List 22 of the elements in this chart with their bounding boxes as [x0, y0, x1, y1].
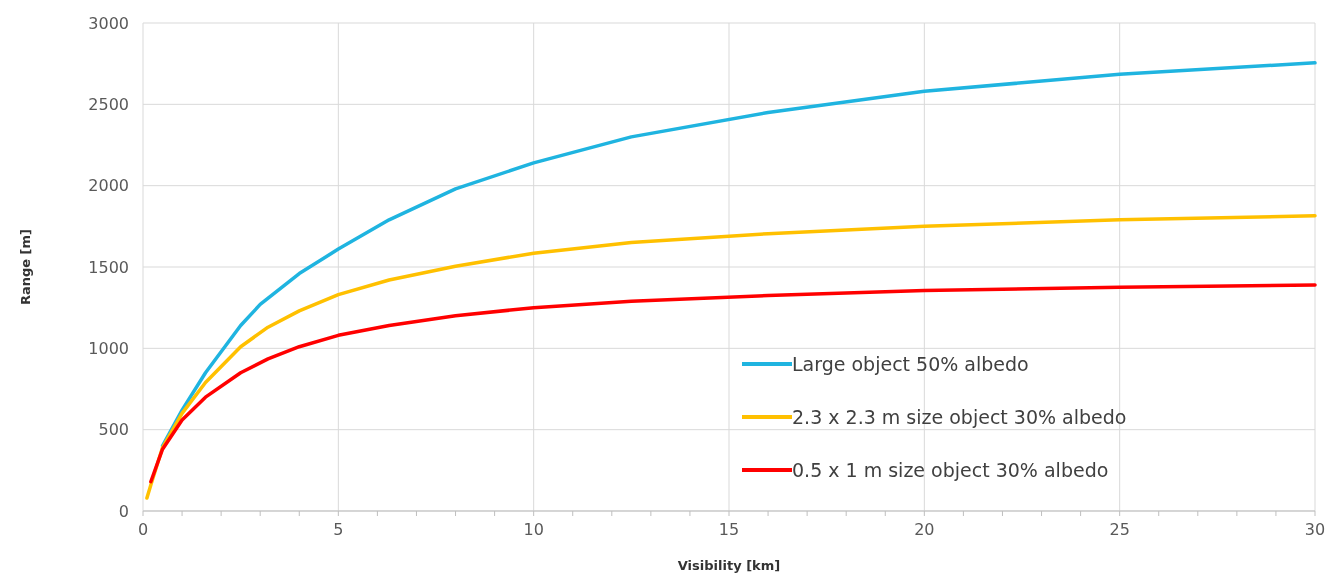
x-tick-label: 25 — [1109, 520, 1130, 539]
y-tick-label: 2500 — [88, 94, 129, 114]
line-series — [160, 61, 1317, 448]
line-series — [149, 283, 1317, 484]
x-tick-label: 0 — [137, 520, 149, 539]
x-tick-label: 5 — [333, 520, 344, 539]
y-tick-label: 500 — [98, 420, 129, 440]
legend-label: 2.3 x 2.3 m size object 30% albedo — [792, 405, 1127, 428]
y-tick-label: 3000 — [88, 13, 129, 33]
x-tick-label: 20 — [914, 520, 935, 539]
line-series — [145, 214, 1317, 500]
x-tick-label: 15 — [718, 520, 740, 539]
y-tick-label: 0 — [118, 501, 129, 521]
y-axis-title: Range [m] — [18, 228, 33, 306]
y-tick-label: 2000 — [88, 176, 129, 196]
legend-label: 0.5 x 1 m size object 30% albedo — [792, 458, 1109, 481]
x-axis-title: Visibility [km] — [677, 558, 781, 573]
legend-label: Large object 50% albedo — [792, 352, 1029, 375]
y-tick-label: 1500 — [88, 257, 129, 277]
x-tick-label: 10 — [523, 520, 544, 539]
y-tick-label: 1000 — [88, 338, 129, 358]
x-tick-label: 30 — [1304, 520, 1326, 539]
